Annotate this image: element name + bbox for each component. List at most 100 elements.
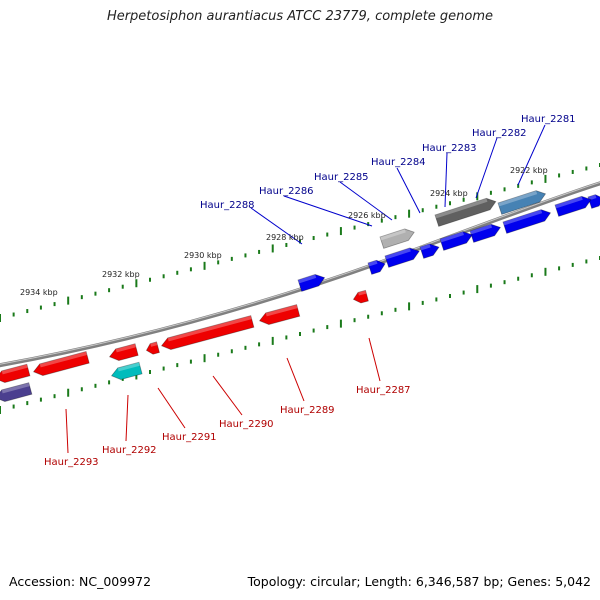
kbp-label: 2922 kbp	[510, 166, 548, 175]
forward-gene-arrow-shine	[385, 247, 411, 260]
forward-gene-arrow-shine	[435, 198, 488, 219]
forward-leader-line	[339, 181, 393, 221]
reverse-leader-line	[286, 357, 305, 402]
forward-gene-arrow-shine	[380, 228, 406, 241]
map-title: Herpetosiphon aurantiacus ATCC 23779, co…	[106, 9, 494, 24]
forward-leader-line	[396, 167, 421, 214]
forward-gene-arrow	[434, 197, 497, 227]
forward-gene-arrow-shine	[588, 194, 597, 201]
forward-gene-arrow-body	[419, 243, 440, 259]
forward-leader-line	[444, 152, 448, 208]
reverse-gene-label: Haur_2290	[219, 419, 274, 430]
reverse-gene-label: Haur_2291	[162, 432, 217, 443]
forward-leader-line	[250, 207, 303, 245]
forward-gene-arrow-body	[434, 197, 497, 227]
forward-gene-arrow	[384, 247, 420, 268]
reverse-gene-arrow	[160, 315, 255, 350]
forward-gene-arrow-body	[439, 231, 473, 251]
forward-gene-arrow-shine	[368, 260, 378, 267]
reverse-gene-arrow-shine	[1, 382, 30, 394]
forward-gene-arrow	[502, 209, 552, 234]
reverse-gene-arrow-shine	[265, 304, 298, 317]
forward-gene-arrow-shine	[298, 274, 317, 284]
reverse-gene-arrow-shine	[117, 362, 140, 372]
reverse-gene-arrow-body	[110, 361, 143, 380]
forward-gene-arrow-body	[469, 223, 502, 243]
forward-gene-label: Haur_2281	[521, 114, 576, 125]
gene-labels: Haur_2281Haur_2282Haur_2283Haur_2284Haur…	[44, 114, 576, 468]
forward-gene-arrow-body	[379, 228, 415, 249]
forward-gene-arrow-body	[497, 190, 547, 215]
forward-gene-arrow	[554, 195, 592, 217]
reverse-leader-line	[157, 387, 186, 429]
reverse-gene-arrow-body	[108, 343, 139, 361]
forward-gene-arrow	[587, 194, 600, 209]
forward-gene-arrow-shine	[503, 209, 543, 226]
reverse-leader-line	[368, 337, 381, 382]
gene-features	[0, 190, 600, 402]
forward-gene-arrow	[379, 228, 415, 249]
reverse-gene-label: Haur_2287	[356, 385, 411, 396]
forward-gene-arrow-body	[297, 274, 326, 292]
kbp-label: 2934 kbp	[20, 288, 58, 297]
forward-gene-arrow	[497, 190, 547, 215]
reverse-gene-arrow-body	[160, 315, 255, 350]
reverse-gene-arrow	[110, 361, 143, 380]
label-leaders	[65, 124, 546, 454]
reverse-gene-arrow	[32, 351, 90, 376]
reverse-gene-arrow-body	[0, 363, 31, 383]
reverse-gene-arrow-shine	[358, 290, 367, 296]
reverse-gene-arrow-shine	[167, 315, 252, 342]
forward-gene-arrow	[297, 274, 326, 292]
forward-gene-arrow	[439, 231, 473, 251]
reverse-gene-label: Haur_2289	[280, 405, 335, 416]
genome-backbone-highlight	[0, 181, 600, 365]
forward-gene-arrow-shine	[555, 196, 583, 209]
reverse-gene-label: Haur_2292	[102, 445, 157, 456]
reverse-gene-arrow-body	[258, 304, 301, 325]
forward-gene-label: Haur_2286	[259, 186, 314, 197]
forward-gene-label: Haur_2282	[472, 128, 527, 139]
reverse-gene-arrow-body	[32, 351, 90, 376]
reverse-gene-arrow-body	[352, 289, 369, 304]
reverse-gene-arrow-body	[145, 341, 160, 355]
forward-gene-arrow-body	[367, 259, 386, 275]
reverse-gene-arrow-shine	[1, 364, 28, 375]
kbp-label: 2930 kbp	[184, 251, 222, 260]
forward-gene-arrow-shine	[420, 243, 431, 251]
kbp-label: 2924 kbp	[430, 189, 468, 198]
forward-gene-label: Haur_2285	[314, 172, 369, 183]
reverse-gene-arrow	[0, 363, 31, 383]
reverse-gene-arrow-body	[0, 382, 33, 402]
kbp-label: 2928 kbp	[266, 233, 304, 242]
reverse-gene-arrow	[258, 304, 301, 325]
kbp-label: 2932 kbp	[102, 270, 140, 279]
reverse-leader-line	[65, 408, 69, 454]
reverse-leader-line	[125, 394, 129, 442]
forward-gene-arrow	[367, 259, 386, 275]
accession-text: Accession: NC_009972	[9, 574, 152, 589]
forward-gene-arrow-shine	[470, 224, 493, 235]
reverse-gene-arrow	[352, 289, 369, 304]
forward-leader-line	[475, 137, 498, 199]
forward-gene-arrow-body	[502, 209, 552, 234]
forward-gene-arrow	[419, 243, 440, 259]
forward-gene-label: Haur_2283	[422, 143, 477, 154]
reverse-gene-arrow	[145, 341, 160, 355]
reverse-gene-label: Haur_2293	[44, 457, 99, 468]
topology-text: Topology: circular; Length: 6,346,587 bp…	[247, 574, 591, 589]
forward-gene-arrow-body	[587, 194, 600, 209]
forward-gene-arrow-body	[554, 195, 592, 217]
reverse-gene-arrow-shine	[115, 343, 136, 353]
forward-gene-label: Haur_2284	[371, 157, 426, 168]
reverse-gene-arrow	[108, 343, 139, 361]
reverse-gene-arrow-shine	[39, 351, 88, 368]
forward-leader-line	[517, 124, 546, 186]
forward-leader-line	[283, 195, 373, 227]
kbp-label: 2926 kbp	[348, 211, 386, 220]
forward-gene-label: Haur_2288	[200, 200, 255, 211]
forward-gene-arrow-shine	[440, 231, 464, 243]
reverse-leader-line	[212, 375, 243, 416]
forward-gene-arrow-shine	[498, 190, 538, 207]
